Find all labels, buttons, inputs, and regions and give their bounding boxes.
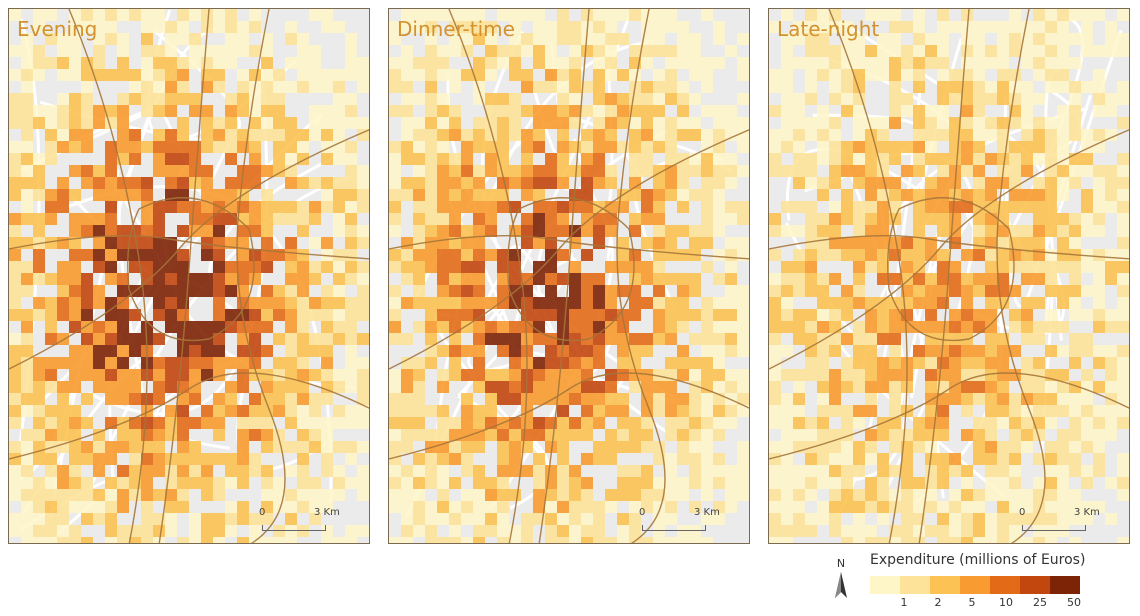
map-panel-dinner: Dinner-time 0 3 Km <box>388 8 750 544</box>
legend-swatch <box>870 576 900 594</box>
scale-bar: 0 3 Km <box>639 507 739 537</box>
scale-end-label: 3 Km <box>1074 507 1100 518</box>
north-label: N <box>837 557 845 570</box>
legend-swatch <box>990 576 1020 594</box>
legend-tick-label: 1 <box>900 596 908 609</box>
north-arrow-icon: N <box>832 556 850 602</box>
legend-swatch <box>900 576 930 594</box>
scale-line <box>1022 525 1086 531</box>
map-panel-late-night: Late-night 0 3 Km <box>768 8 1130 544</box>
legend-swatches <box>870 576 1080 594</box>
scale-line <box>642 525 706 531</box>
scale-bar: 0 3 Km <box>1019 507 1119 537</box>
legend-title: Expenditure (millions of Euros) <box>870 552 1086 568</box>
legend-swatch <box>960 576 990 594</box>
legend: Expenditure (millions of Euros) 1 2 5 10 25 5… <box>830 548 1130 612</box>
legend-tick-label: 2 <box>934 596 942 609</box>
panel-title: Dinner-time <box>397 17 515 41</box>
scale-bar: 0 3 Km <box>259 507 359 537</box>
legend-tick-label: 50 <box>1067 596 1081 609</box>
legend-tick-label: 10 <box>999 596 1013 609</box>
legend-swatch <box>1050 576 1080 594</box>
legend-swatch <box>1020 576 1050 594</box>
legend-ticks: 1 2 5 10 25 50 <box>870 596 1110 610</box>
scale-end-label: 3 Km <box>694 507 720 518</box>
map-canvas <box>769 9 1129 543</box>
legend-swatch <box>930 576 960 594</box>
scale-start-label: 0 <box>639 507 646 518</box>
map-canvas <box>389 9 749 543</box>
scale-start-label: 0 <box>1019 507 1026 518</box>
scale-end-label: 3 Km <box>314 507 340 518</box>
legend-tick-label: 25 <box>1033 596 1047 609</box>
panel-title: Evening <box>17 17 98 41</box>
panel-title: Late-night <box>777 17 880 41</box>
map-panel-evening: Evening 0 3 Km <box>8 8 370 544</box>
scale-line <box>262 525 326 531</box>
map-canvas <box>9 9 369 543</box>
legend-tick-label: 5 <box>968 596 976 609</box>
scale-start-label: 0 <box>259 507 266 518</box>
